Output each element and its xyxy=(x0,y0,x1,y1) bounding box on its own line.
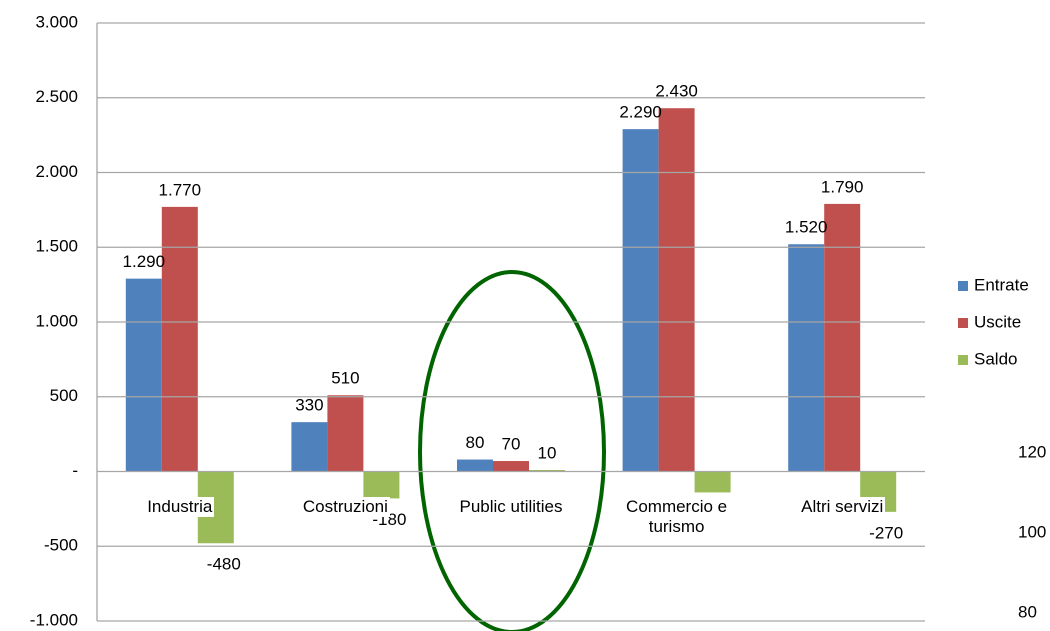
y-tick-label: 500 xyxy=(50,386,78,405)
legend-swatch xyxy=(958,281,968,291)
y-tick-label: 2.000 xyxy=(35,162,78,181)
annotation: 120 xyxy=(1018,442,1046,461)
legend-label: Saldo xyxy=(974,349,1017,368)
legend-label: Entrate xyxy=(974,275,1029,294)
annotation: 100 xyxy=(1018,522,1046,541)
highlight-ellipse xyxy=(418,270,606,631)
data-label: 1.520 xyxy=(785,218,828,237)
data-label: 1.770 xyxy=(159,180,202,199)
x-tick-label: Industria xyxy=(145,496,215,517)
y-tick-label: 2.500 xyxy=(35,87,78,106)
y-tick-label: -1.000 xyxy=(30,610,78,629)
data-label: -270 xyxy=(869,523,903,542)
bar xyxy=(125,278,162,472)
x-tick-label: Costruzioni xyxy=(300,496,390,517)
annotation: 80 xyxy=(1018,602,1037,621)
data-label: 1.290 xyxy=(123,252,166,271)
bar xyxy=(493,461,529,472)
data-label: 80 xyxy=(466,433,485,452)
data-label: 510 xyxy=(331,369,359,388)
x-tick-label: Commercio e turismo xyxy=(614,496,739,537)
y-tick-label: - xyxy=(72,461,78,480)
data-label: 330 xyxy=(295,396,323,415)
bar xyxy=(529,470,565,472)
y-tick-label: 1.000 xyxy=(35,311,78,330)
x-tick-label: Public utilities xyxy=(457,496,565,517)
data-label: 2.290 xyxy=(619,103,662,122)
bar xyxy=(824,203,861,472)
bar xyxy=(327,395,364,472)
bar xyxy=(658,108,695,472)
bar xyxy=(622,129,659,472)
data-label: 70 xyxy=(502,435,521,454)
y-tick-label: 3.000 xyxy=(35,12,78,31)
bar xyxy=(694,471,731,493)
legend-swatch xyxy=(958,318,968,328)
y-tick-label: 1.500 xyxy=(35,237,78,256)
x-tick-label: Altri servizi xyxy=(799,496,886,517)
bar xyxy=(363,471,400,499)
bar xyxy=(457,459,493,472)
data-label: -480 xyxy=(207,555,241,574)
legend-label: Uscite xyxy=(974,312,1021,331)
bar xyxy=(161,206,198,472)
data-label: 1.790 xyxy=(821,177,864,196)
data-label: 10 xyxy=(538,443,557,462)
bar xyxy=(788,244,825,472)
data-label: 2.430 xyxy=(655,82,698,101)
y-tick-label: -500 xyxy=(44,536,78,555)
bar xyxy=(291,422,328,472)
legend-swatch xyxy=(958,355,968,365)
